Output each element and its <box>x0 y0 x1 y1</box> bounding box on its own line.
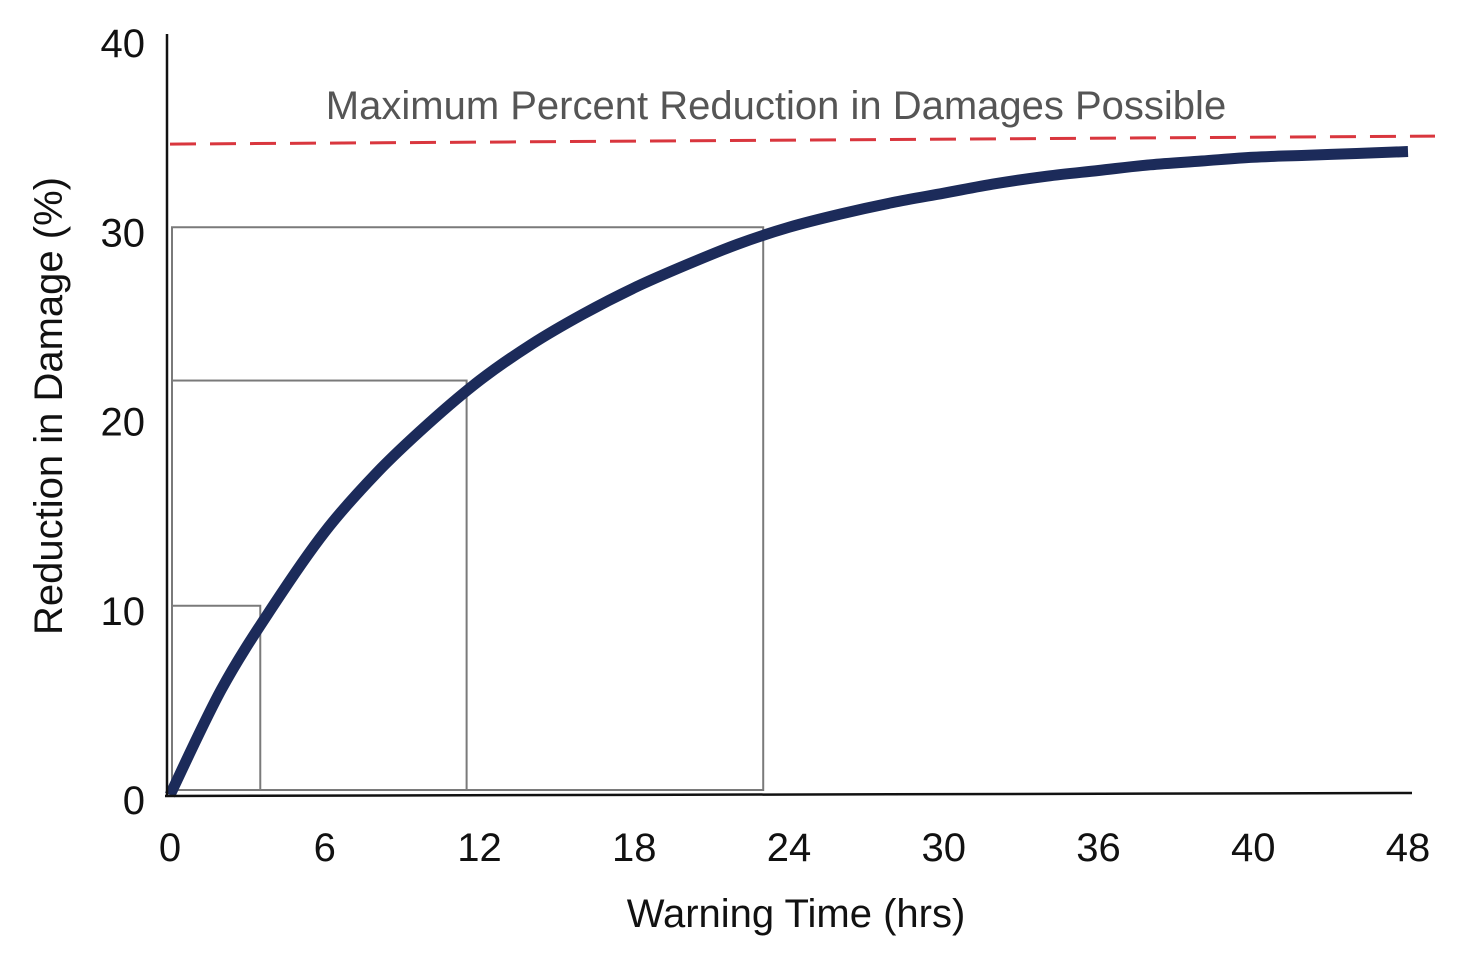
y-tick-label: 10 <box>101 590 146 634</box>
x-tick-label: 30 <box>922 826 967 870</box>
max-reduction-reference-line <box>169 134 1436 146</box>
highlight-box-2 <box>171 379 468 791</box>
x-tick-label: 40 <box>1231 826 1276 870</box>
x-tick-label: 6 <box>314 826 336 870</box>
x-tick-labels: 0 6 12 18 24 30 36 40 48 <box>159 826 1430 870</box>
y-axis-title: Reduction in Damage (%) <box>27 177 71 635</box>
max-reduction-annotation: Maximum Percent Reduction in Damages Pos… <box>326 84 1226 128</box>
x-tick-label: 12 <box>457 826 502 870</box>
y-tick-label: 40 <box>101 22 146 66</box>
x-axis-line <box>164 791 1413 798</box>
x-tick-label: 48 <box>1386 826 1431 870</box>
y-tick-labels: 0 10 20 30 40 <box>101 22 146 823</box>
y-tick-label: 0 <box>123 779 145 823</box>
y-tick-label: 20 <box>101 401 146 445</box>
y-tick-label: 30 <box>101 211 146 255</box>
x-tick-label: 24 <box>767 826 812 870</box>
x-tick-label: 0 <box>159 826 181 870</box>
highlight-box-3 <box>171 226 765 791</box>
x-tick-label: 36 <box>1076 826 1121 870</box>
x-tick-label: 18 <box>612 826 657 870</box>
damage-reduction-curve <box>165 146 1409 798</box>
highlight-boxes <box>171 226 765 791</box>
x-axis-title: Warning Time (hrs) <box>627 892 966 936</box>
